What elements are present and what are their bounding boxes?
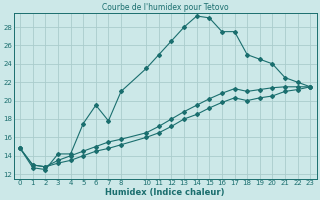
Title: Courbe de l'humidex pour Tetovo: Courbe de l'humidex pour Tetovo: [102, 3, 228, 12]
X-axis label: Humidex (Indice chaleur): Humidex (Indice chaleur): [106, 188, 225, 197]
